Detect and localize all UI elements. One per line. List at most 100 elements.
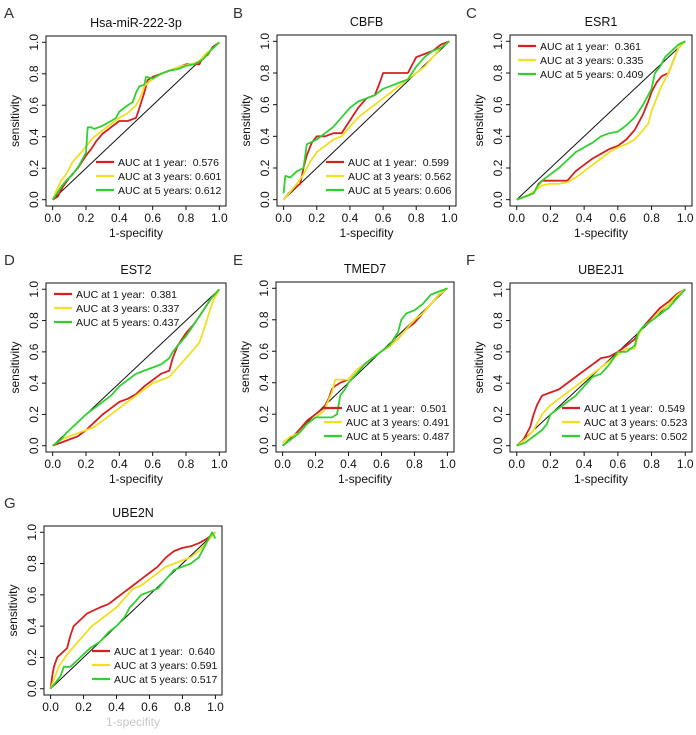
y-tick-label: 0.0 bbox=[25, 680, 39, 697]
x-tick-label: 0.8 bbox=[178, 457, 195, 471]
y-tick-label: 0.6 bbox=[257, 343, 271, 360]
legend-label: AUC at 3 years: 0.335 bbox=[540, 55, 643, 67]
legend-label: AUC at 1 year: 0.501 bbox=[346, 403, 447, 415]
plot-frame bbox=[275, 281, 455, 453]
x-tick-label: 1.0 bbox=[207, 700, 224, 714]
legend-label: AUC at 5 years: 0.409 bbox=[540, 69, 643, 81]
chart-title: TMED7 bbox=[344, 262, 386, 276]
panel-letter: A bbox=[4, 5, 14, 22]
chart-title: CBFB bbox=[350, 15, 383, 29]
x-tick-label: 0.2 bbox=[78, 457, 95, 471]
x-tick-label: 0.6 bbox=[144, 457, 161, 471]
panel-letter: E bbox=[233, 252, 243, 269]
reference-diagonal bbox=[516, 40, 686, 201]
y-tick-label: 1.0 bbox=[25, 524, 39, 541]
x-tick-label: 0.4 bbox=[111, 457, 128, 471]
x-tick-label: 0.4 bbox=[111, 211, 128, 225]
y-axis-label: sensitivity bbox=[6, 584, 20, 636]
x-tick-label: 0.8 bbox=[406, 457, 423, 471]
y-tick-label: 0.6 bbox=[491, 96, 505, 113]
roc-curve-5yr bbox=[516, 40, 686, 201]
y-tick-label: 0.0 bbox=[27, 437, 41, 454]
x-tick-label: 0.4 bbox=[342, 211, 359, 225]
y-tick-label: 0.4 bbox=[25, 617, 39, 634]
legend-label: AUC at 1 year: 0.640 bbox=[114, 646, 215, 658]
legend: AUC at 1 year: 0.640 AUC at 3 years: 0.59… bbox=[92, 646, 217, 686]
y-tick-label: 0.8 bbox=[491, 312, 505, 329]
y-axis-label: sensitivity bbox=[238, 341, 252, 393]
y-tick-label: 0.6 bbox=[258, 96, 272, 113]
x-tick-label: 0.0 bbox=[508, 211, 525, 225]
plot-frame bbox=[509, 282, 693, 453]
y-tick-label: 0.2 bbox=[257, 406, 271, 423]
x-tick-label: 0.6 bbox=[375, 211, 392, 225]
chart-title: UBE2N bbox=[112, 506, 154, 520]
x-axis-label: 1-specifity bbox=[338, 472, 392, 486]
x-tick-label: 0.8 bbox=[643, 211, 660, 225]
roc-curve-3yr bbox=[516, 288, 686, 447]
y-tick-label: 0.8 bbox=[258, 64, 272, 81]
panel-letter: F bbox=[466, 252, 475, 269]
chart-title: Hsa-miR-222-3p bbox=[90, 16, 182, 30]
panel-letter: B bbox=[233, 5, 243, 22]
y-tick-label: 0.8 bbox=[491, 64, 505, 81]
legend-label: AUC at 3 years: 0.562 bbox=[348, 171, 451, 183]
y-tick-label: 0.8 bbox=[27, 312, 41, 329]
y-tick-label: 1.0 bbox=[491, 281, 505, 298]
panel-letter: G bbox=[4, 495, 16, 512]
plot-frame bbox=[276, 34, 457, 207]
x-tick-label: 1.0 bbox=[677, 211, 694, 225]
plot-frame bbox=[45, 282, 227, 453]
roc-curve-5yr bbox=[516, 288, 686, 447]
y-tick-label: 0.2 bbox=[491, 406, 505, 423]
legend: AUC at 1 year: 0.361 AUC at 3 years: 0.33… bbox=[518, 41, 643, 81]
roc-curve-3yr bbox=[516, 40, 686, 201]
legend-label: AUC at 3 years: 0.523 bbox=[584, 417, 687, 429]
roc-curve-5yr bbox=[52, 288, 220, 447]
y-tick-label: 0.2 bbox=[27, 160, 41, 177]
x-tick-label: 0.8 bbox=[178, 211, 195, 225]
x-tick-label: 0.4 bbox=[576, 457, 593, 471]
roc-panel-f: F UBE2J1 0.00.0 0.2 0.2 0.4 0.4 0.6 0.6 0.8 0.8 1.0… bbox=[466, 252, 694, 486]
y-tick-label: 0.0 bbox=[491, 191, 505, 208]
plot-frame bbox=[45, 35, 227, 207]
y-tick-label: 0.4 bbox=[491, 128, 505, 145]
legend-label: AUC at 1 year: 0.599 bbox=[348, 157, 449, 169]
y-tick-label: 0.0 bbox=[258, 191, 272, 208]
x-tick-label: 0.2 bbox=[308, 211, 325, 225]
x-tick-label: 0.0 bbox=[44, 457, 61, 471]
y-tick-label: 1.0 bbox=[491, 33, 505, 50]
y-tick-label: 0.6 bbox=[491, 343, 505, 360]
legend-label: AUC at 1 year: 0.549 bbox=[584, 403, 685, 415]
x-tick-label: 0.8 bbox=[643, 457, 660, 471]
x-tick-label: 0.8 bbox=[174, 700, 191, 714]
legend-label: AUC at 5 years: 0.437 bbox=[76, 317, 179, 329]
legend: AUC at 1 year: 0.599 AUC at 3 years: 0.56… bbox=[326, 157, 451, 197]
chart-title: EST2 bbox=[120, 263, 151, 277]
legend-label: AUC at 3 years: 0.591 bbox=[114, 660, 217, 672]
roc-curve-3yr bbox=[52, 288, 221, 447]
x-tick-label: 0.4 bbox=[576, 211, 593, 225]
y-tick-label: 0.0 bbox=[491, 437, 505, 454]
y-tick-label: 0.4 bbox=[258, 128, 272, 145]
y-axis-label: sensitivity bbox=[239, 94, 253, 146]
y-tick-label: 0.6 bbox=[25, 586, 39, 603]
y-tick-label: 0.2 bbox=[27, 406, 41, 423]
x-tick-label: 0.2 bbox=[75, 700, 92, 714]
roc-curve-5yr bbox=[282, 40, 450, 194]
roc-panel-e: E TMED7 0.00.0 0.2 0.2 0.4 0.4 0.6 0.6 0.8 0.8 1.0 1… bbox=[233, 252, 456, 486]
roc-curve-5yr bbox=[49, 531, 217, 690]
y-tick-label: 0.6 bbox=[27, 343, 41, 360]
y-axis-label: sensitivity bbox=[8, 95, 22, 147]
reference-diagonal bbox=[52, 41, 220, 201]
x-tick-label: 0.4 bbox=[340, 457, 357, 471]
y-tick-label: 0.2 bbox=[25, 649, 39, 666]
x-axis-label: 1-specifity bbox=[106, 715, 160, 729]
roc-panel-c: C ESR1 0.00.0 0.2 0.2 0.4 0.4 0.6 0.6 0.8 0.8 1.0 1.… bbox=[466, 5, 694, 240]
roc-curve-1yr bbox=[49, 531, 216, 689]
x-tick-label: 0.6 bbox=[144, 211, 161, 225]
y-tick-label: 0.8 bbox=[27, 65, 41, 82]
legend: AUC at 1 year: 0.501 AUC at 3 years: 0.49… bbox=[324, 403, 449, 443]
chart-title: UBE2J1 bbox=[578, 263, 624, 277]
